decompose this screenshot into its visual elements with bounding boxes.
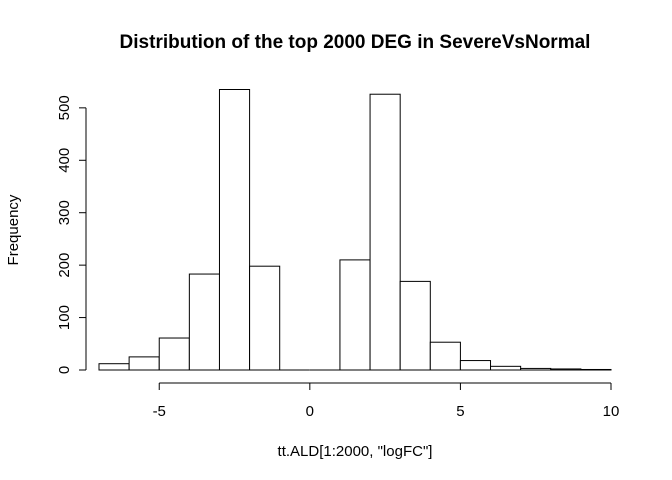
histogram-bar [459, 360, 492, 371]
x-axis: -5 0 5 10 [153, 382, 620, 420]
y-axis-label: Frequency [5, 194, 22, 265]
histogram-bar [550, 368, 582, 371]
y-tick-label: 400 [56, 148, 73, 173]
histogram-bar [339, 259, 371, 371]
histogram-bar [98, 363, 130, 371]
histogram-bar [218, 89, 251, 371]
x-axis-label: tt.ALD[1:2000, "logFC"] [278, 443, 433, 460]
histogram-bar [429, 341, 461, 371]
y-tick-label: 100 [56, 305, 73, 330]
histogram-bar [490, 365, 522, 371]
histogram-bar [520, 367, 552, 371]
histogram-bar [369, 93, 401, 371]
histogram-bar [188, 273, 220, 371]
histogram-bar [249, 265, 281, 371]
y-tick-label: 200 [56, 253, 73, 278]
y-tick-label: 300 [56, 200, 73, 225]
histogram-bar [158, 337, 190, 371]
y-tick-label: 500 [56, 95, 73, 120]
bars-group [98, 89, 612, 371]
x-tick-label: 10 [603, 403, 620, 420]
histogram-bar [128, 356, 160, 371]
x-tick-label: -5 [153, 403, 166, 420]
x-tick-label: 5 [456, 403, 464, 420]
y-axis: 0 100 200 300 400 500 [56, 95, 87, 374]
x-tick-label: 0 [306, 403, 314, 420]
histogram-bar [399, 280, 431, 371]
chart-title: Distribution of the top 2000 DEG in Seve… [120, 32, 591, 53]
y-tick-label: 0 [56, 366, 73, 374]
histogram-bar [580, 368, 612, 371]
